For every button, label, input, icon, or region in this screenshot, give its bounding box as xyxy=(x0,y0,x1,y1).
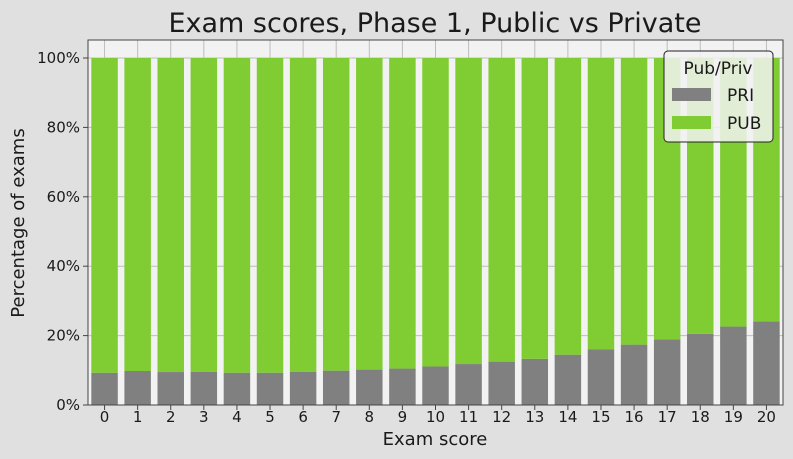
bar-pri-1 xyxy=(124,370,151,405)
bar-pub-14 xyxy=(554,58,582,355)
bar-pub-4 xyxy=(223,58,251,373)
x-tick-label-16: 16 xyxy=(625,408,644,426)
bar-pri-17 xyxy=(653,339,681,405)
legend-title: Pub/Priv xyxy=(684,59,753,79)
x-axis-label: Exam score xyxy=(383,429,488,450)
bar-pub-11 xyxy=(455,58,482,365)
bar-pri-19 xyxy=(720,326,747,405)
bar-pri-10 xyxy=(422,366,449,405)
bar-pub-10 xyxy=(422,58,449,367)
x-tick-label-5: 5 xyxy=(265,408,275,426)
bar-pub-1 xyxy=(124,58,151,371)
axes: 0 1 2 3 4 5 6 7 8 9 10 11 12 13 14 15 16 17 18 19 200%20%40%… xyxy=(37,39,784,426)
x-tick-label-3: 3 xyxy=(199,408,209,426)
x-tick-label-15: 15 xyxy=(591,408,610,426)
x-tick-label-12: 12 xyxy=(492,408,511,426)
x-tick-label-7: 7 xyxy=(331,408,341,426)
bar-pub-12 xyxy=(488,58,515,362)
x-tick-label-2: 2 xyxy=(166,408,176,426)
bar-pri-9 xyxy=(389,368,416,405)
legend-label-pri: PRI xyxy=(727,86,754,106)
bar-pri-2 xyxy=(157,372,184,405)
y-tick-label-40: 40% xyxy=(47,257,80,275)
bar-pub-5 xyxy=(256,58,284,373)
x-tick-label-19: 19 xyxy=(724,408,743,426)
bar-pri-6 xyxy=(289,371,317,405)
bar-pri-3 xyxy=(190,371,218,405)
x-tick-label-0: 0 xyxy=(100,408,110,426)
bar-pri-13 xyxy=(521,358,549,405)
bar-pub-6 xyxy=(289,58,317,372)
legend-label-pub: PUB xyxy=(727,114,761,134)
x-tick-label-9: 9 xyxy=(398,408,408,426)
x-tick-label-13: 13 xyxy=(525,408,544,426)
bar-pub-0 xyxy=(91,58,118,373)
bar-pub-9 xyxy=(389,58,416,369)
bar-pri-5 xyxy=(256,372,284,405)
x-tick-label-1: 1 xyxy=(133,408,143,426)
chart-title: Exam scores, Phase 1, Public vs Private xyxy=(168,8,701,39)
x-tick-label-17: 17 xyxy=(658,408,677,426)
bar-pri-12 xyxy=(488,361,515,405)
y-tick-label-60: 60% xyxy=(47,188,80,206)
bar-pri-18 xyxy=(687,333,714,405)
x-tick-label-20: 20 xyxy=(757,408,776,426)
x-tick-label-14: 14 xyxy=(558,408,577,426)
legend: Pub/Priv PRI PUB xyxy=(663,50,774,143)
x-tick-label-6: 6 xyxy=(298,408,308,426)
bar-pub-13 xyxy=(521,58,549,359)
bar-pri-20 xyxy=(753,321,780,405)
x-tick-label-18: 18 xyxy=(691,408,710,426)
bar-pub-3 xyxy=(190,58,218,372)
legend-swatch-pri xyxy=(672,88,711,101)
x-tick-label-10: 10 xyxy=(426,408,445,426)
y-axis-label: Percentage of exams xyxy=(8,128,29,317)
x-tick-label-11: 11 xyxy=(459,408,478,426)
legend-swatch-pub xyxy=(672,116,711,129)
bar-pri-15 xyxy=(587,349,615,405)
bar-pub-2 xyxy=(157,58,184,373)
bar-pri-0 xyxy=(91,372,118,405)
bar-pri-11 xyxy=(455,364,482,405)
y-tick-label-80: 80% xyxy=(47,118,80,136)
bar-pri-7 xyxy=(322,370,350,405)
y-tick-label-0: 0% xyxy=(56,396,80,414)
bar-pub-16 xyxy=(620,58,648,345)
bar-pub-15 xyxy=(587,58,615,350)
bar-pri-16 xyxy=(620,344,648,405)
bar-pri-8 xyxy=(356,369,383,405)
y-tick-label-100: 100% xyxy=(37,49,80,67)
x-tick-label-8: 8 xyxy=(365,408,375,426)
bar-pub-7 xyxy=(322,58,350,371)
x-tick-label-4: 4 xyxy=(232,408,242,426)
y-tick-label-20: 20% xyxy=(47,327,80,345)
bar-pri-4 xyxy=(223,372,251,405)
bar-pub-8 xyxy=(356,58,383,370)
bar-pri-14 xyxy=(554,354,582,405)
